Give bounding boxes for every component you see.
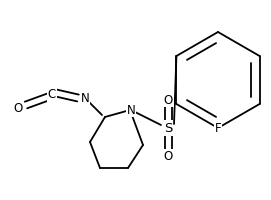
Text: F: F <box>215 121 221 134</box>
Text: N: N <box>127 104 136 116</box>
Text: S: S <box>164 121 172 134</box>
Text: O: O <box>163 150 173 162</box>
Text: C: C <box>48 88 56 102</box>
Text: N: N <box>81 92 89 106</box>
Text: O: O <box>13 102 22 114</box>
Text: O: O <box>163 94 173 106</box>
